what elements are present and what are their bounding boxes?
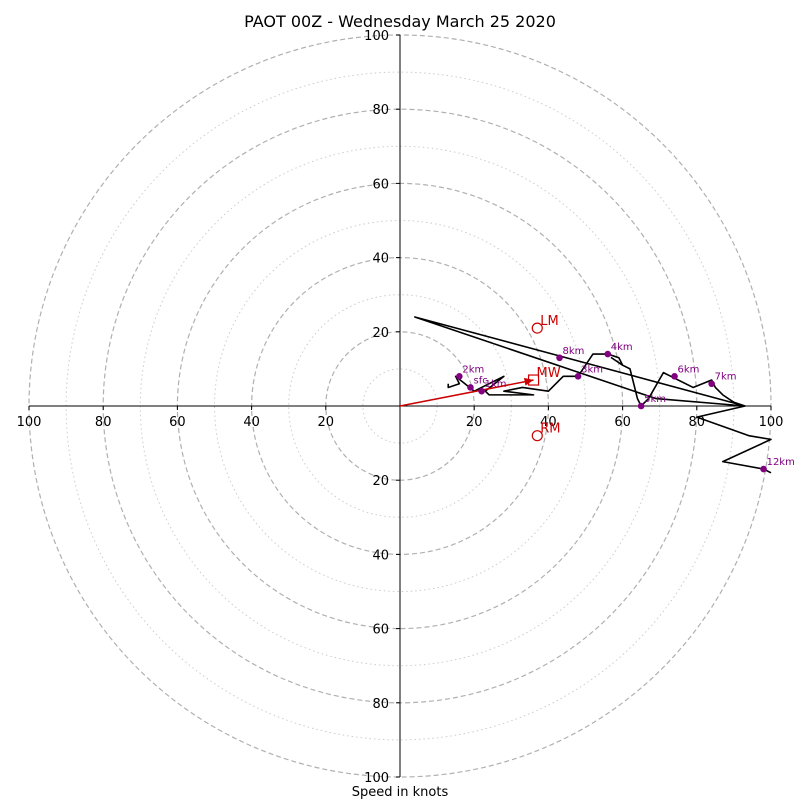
height-point [760,465,767,473]
storm-motion-markers: LM MW RM [527,314,561,442]
x-tick-label: 60 [169,415,186,430]
x-tick-label: 60 [614,415,631,430]
height-point-label: 4km [611,342,633,353]
height-point [556,354,563,362]
height-point-label: 5km [644,394,666,405]
x-tick-label: 100 [759,415,784,430]
storm-motion-label: MW [537,366,561,381]
wind-trace [414,316,772,474]
y-tick-label: 100 [364,29,389,44]
height-point [574,373,582,380]
storm-motion-marker [531,430,543,442]
wind-trace-line [414,316,772,474]
height-point-label: 2km [462,364,484,375]
height-point-label: 6km [678,364,700,375]
y-tick-label: 20 [372,326,389,341]
y-tick-label: 40 [372,548,389,563]
height-point [467,384,474,391]
height-point-label: 3km [581,364,603,375]
x-tick-label: 80 [95,415,112,430]
x-tick-label: 20 [318,415,335,430]
height-point-label: 12km [767,457,795,468]
x-tick-label: 20 [466,415,483,430]
y-tick-label: 80 [372,697,389,712]
height-point [637,402,645,410]
height-point [456,373,463,380]
y-tick-label: 40 [372,252,389,267]
y-tick-label: 80 [372,103,389,118]
shear-vector-line [399,379,534,407]
chart-title: PAOT 00Z - Wednesday March 25 2020 [244,12,556,31]
x-tick-label: 40 [243,415,260,430]
y-tick-label: 20 [372,474,389,489]
tick-labels: 100 80 60 40 20 20 40 60 80 100 100 80 60 40 20 20 40 60 8… [17,29,784,786]
y-tick-label: 100 [364,771,389,786]
storm-motion-marker [527,374,540,386]
x-tick-label: 100 [17,415,42,430]
height-point [604,350,612,358]
height-point-label: 1km [485,379,507,390]
height-point-label: 8km [563,346,585,357]
storm-motion-label: LM [540,314,558,329]
storm-motion-label: RM [540,422,560,437]
height-point-label: sfc [473,375,487,386]
height-point [671,373,678,380]
height-point [708,380,715,388]
y-tick-label: 60 [372,623,389,638]
storm-motion-marker [531,322,543,334]
height-point-label: 7km [715,372,737,383]
height-point [478,387,485,395]
y-tick-label: 60 [372,177,389,192]
x-tick-label: 40 [540,415,557,430]
x-axis-label: Speed in knots [352,785,449,800]
